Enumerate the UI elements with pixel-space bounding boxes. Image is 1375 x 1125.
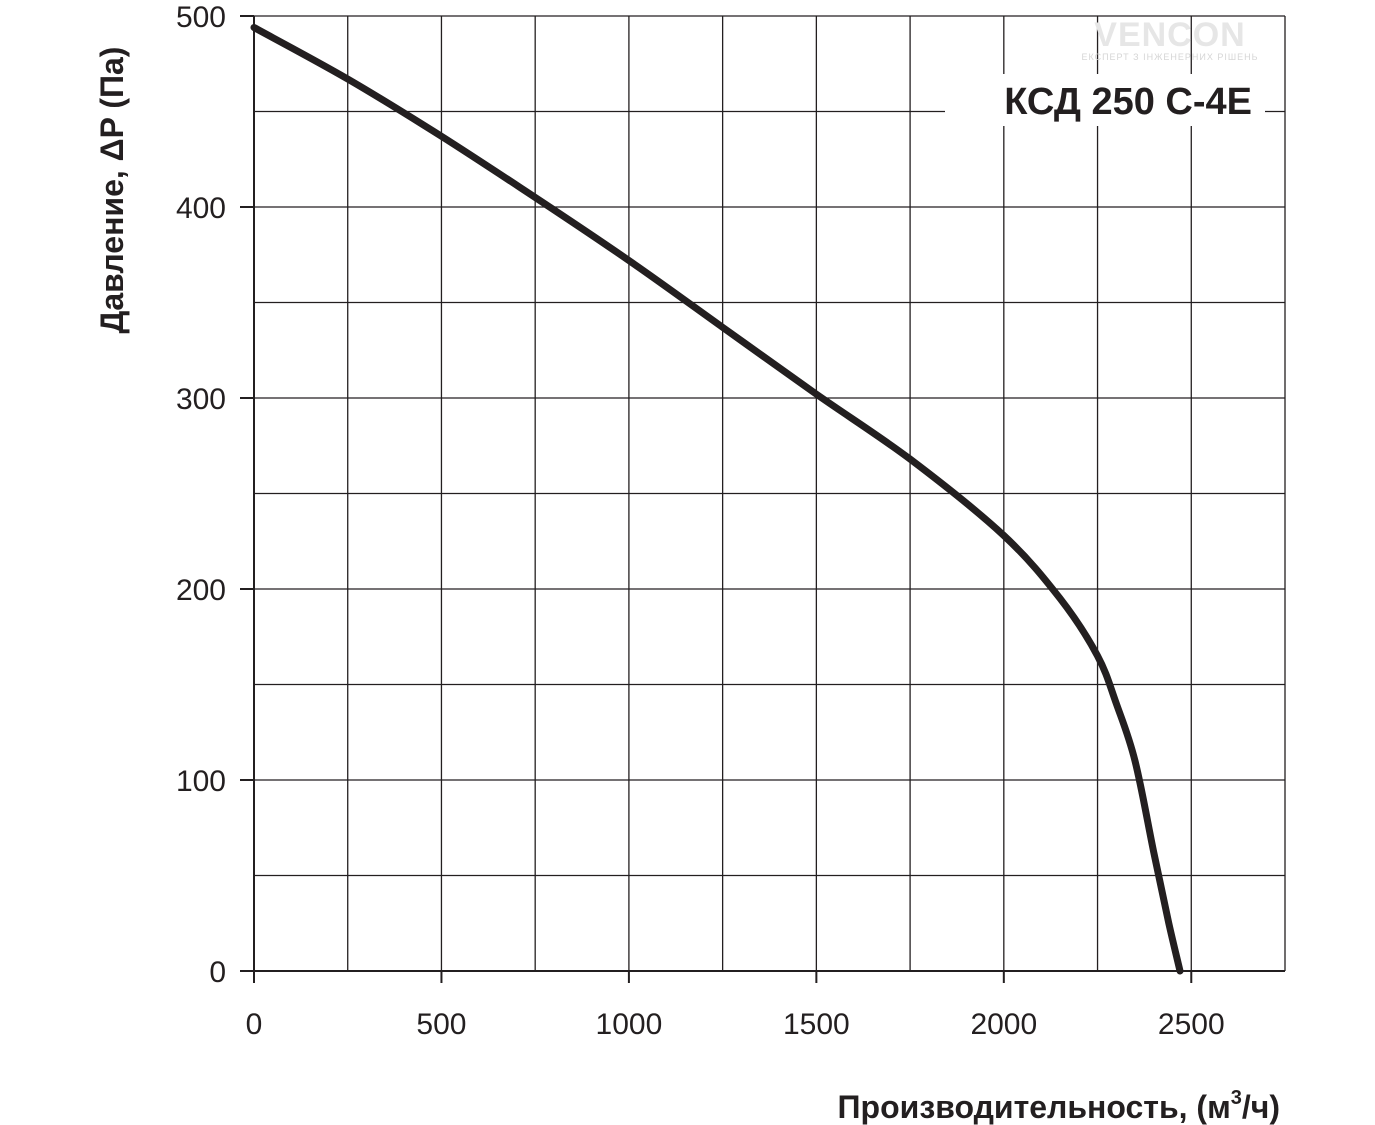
- x-tick-label: 2000: [970, 1008, 1037, 1041]
- x-tick-labels: 0 500 1000 1500 2000 2500: [246, 1008, 1225, 1041]
- y-tick-label: 500: [176, 1, 226, 34]
- x-tick-label: 2500: [1158, 1008, 1225, 1041]
- x-tick-label: 1500: [783, 1008, 850, 1041]
- logo-name: VENCON: [1094, 16, 1245, 54]
- vencon-logo: VENCON ЕКСПЕРТ З ІНЖЕНЕРНИХ РІШЕНЬ: [1081, 16, 1258, 62]
- logo-tagline: ЕКСПЕРТ З ІНЖЕНЕРНИХ РІШЕНЬ: [1081, 52, 1258, 62]
- chart-title: КСД 250 С-4Е: [1004, 81, 1252, 123]
- y-tick-label: 100: [176, 765, 226, 798]
- y-tick-label: 0: [209, 956, 226, 989]
- pressure-curve: [250, 24, 1184, 975]
- x-axis-title: Производительность, (м3/ч): [838, 1087, 1280, 1125]
- y-tick-label: 300: [176, 383, 226, 416]
- x-tick-label: 1000: [596, 1008, 663, 1041]
- x-axis-title-superscript: 3: [1231, 1087, 1242, 1109]
- y-tick-label: 400: [176, 192, 226, 225]
- title-backdrop: [945, 74, 1265, 126]
- y-tick-label: 200: [176, 574, 226, 607]
- x-axis-title-tail: /ч): [1242, 1089, 1280, 1125]
- x-tick-label: 500: [416, 1008, 466, 1041]
- tick-marks: [240, 15, 1193, 983]
- x-tick-label: 0: [246, 1008, 263, 1041]
- y-tick-labels: 0 100 200 300 400 500: [176, 1, 226, 989]
- y-axis-title: Давление, ΔP (Па): [94, 47, 130, 334]
- x-axis-title-main: Производительность, (м: [838, 1089, 1231, 1125]
